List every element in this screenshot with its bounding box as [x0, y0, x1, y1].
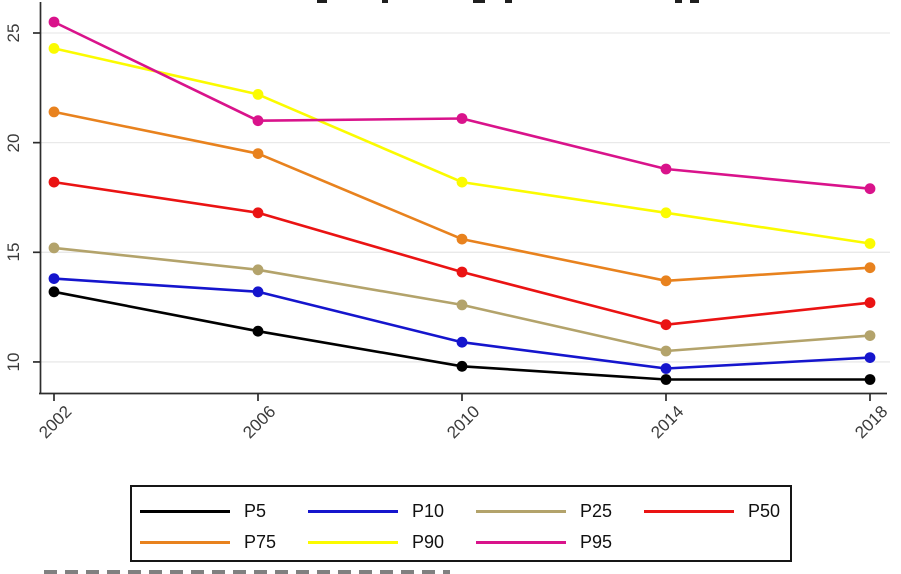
y-tick-label: 20	[4, 133, 23, 153]
legend-label-p95: P95	[580, 532, 613, 552]
point-p5-2002	[48, 286, 60, 298]
point-p10-2002	[48, 273, 60, 284]
point-p75-2010	[456, 233, 468, 245]
series-line-p95	[52, 20, 872, 190]
legend-row-2: P75 P90 P95	[132, 527, 790, 558]
legend-line-p25	[476, 510, 566, 513]
point-p75-2002	[48, 106, 60, 118]
point-p90-2002	[48, 43, 60, 54]
legend-item-p95: P95	[476, 527, 612, 558]
point-p75-2006	[252, 148, 264, 160]
point-p5-2010	[456, 360, 468, 372]
point-p5-2014	[660, 374, 672, 385]
point-p75-2018	[864, 262, 876, 274]
clipped-title-fragment	[317, 0, 327, 3]
y-tick-label: 10	[4, 352, 23, 372]
legend-item-p90: P90	[308, 527, 444, 558]
point-p95-2010	[456, 113, 468, 124]
legend-label-p5: P5	[244, 501, 267, 521]
clipped-title-fragment	[690, 0, 699, 3]
legend-line-p5	[140, 510, 230, 513]
point-p10-2006	[252, 286, 264, 298]
series-line-p10	[52, 277, 872, 370]
legend-label-p25: P25	[580, 501, 613, 521]
clipped-title-fragment	[675, 0, 682, 3]
legend-line-p95	[476, 541, 566, 544]
point-p50-2010	[456, 266, 468, 278]
legend-line-p10	[308, 510, 398, 513]
legend-item-p75: P75	[140, 527, 276, 558]
point-p50-2018	[864, 297, 876, 309]
point-p95-2018	[864, 183, 876, 195]
point-p90-2014	[660, 207, 672, 219]
legend-label-p10: P10	[412, 501, 445, 521]
legend-row-1: P5 P10 P25 P50	[132, 496, 790, 527]
point-p5-2006	[252, 325, 264, 337]
point-p25-2014	[660, 345, 672, 357]
point-p10-2018	[864, 352, 876, 363]
point-p25-2002	[48, 242, 60, 254]
point-p10-2010	[456, 336, 468, 348]
point-p90-2018	[864, 238, 876, 249]
y-tick-label: 25	[4, 23, 23, 43]
series-line-p90	[52, 47, 872, 245]
legend-item-p25: P25	[476, 496, 612, 527]
legend-line-p90	[308, 541, 398, 544]
legend: P5 P10 P25 P50 P75 P90	[130, 485, 792, 562]
series-line-p75	[52, 110, 872, 283]
legend-item-p50: P50	[644, 496, 780, 527]
point-p90-2010	[456, 176, 468, 188]
point-p25-2006	[252, 264, 264, 276]
legend-line-p50	[644, 510, 734, 513]
legend-item-p10: P10	[308, 496, 444, 527]
y-tick-label: 15	[4, 242, 23, 262]
point-p5-2018	[864, 374, 876, 385]
point-p75-2014	[660, 275, 672, 287]
legend-item-p5: P5	[140, 496, 266, 527]
clipped-title-fragment	[382, 0, 388, 3]
clipped-title-fragment	[505, 0, 512, 3]
point-p95-2014	[660, 163, 672, 175]
legend-label-p50: P50	[748, 501, 781, 521]
series-line-p25	[52, 246, 872, 353]
clipped-title-fragment	[473, 0, 485, 3]
point-p50-2002	[48, 176, 60, 188]
point-p10-2014	[660, 363, 672, 374]
point-p25-2018	[864, 330, 876, 341]
point-p95-2002	[48, 16, 60, 28]
legend-label-p75: P75	[244, 532, 277, 552]
point-p25-2010	[456, 299, 468, 311]
legend-line-p75	[140, 541, 230, 544]
plot-area: 10 15 20 25 2002 2006 2010 2014 2018	[4, 2, 891, 442]
point-p50-2014	[660, 319, 672, 331]
point-p90-2006	[252, 89, 264, 100]
legend-label-p90: P90	[412, 532, 445, 552]
point-p95-2006	[252, 115, 264, 127]
clipped-caption-fragments	[44, 570, 450, 574]
line-chart	[33, 2, 890, 401]
point-p50-2006	[252, 207, 264, 219]
